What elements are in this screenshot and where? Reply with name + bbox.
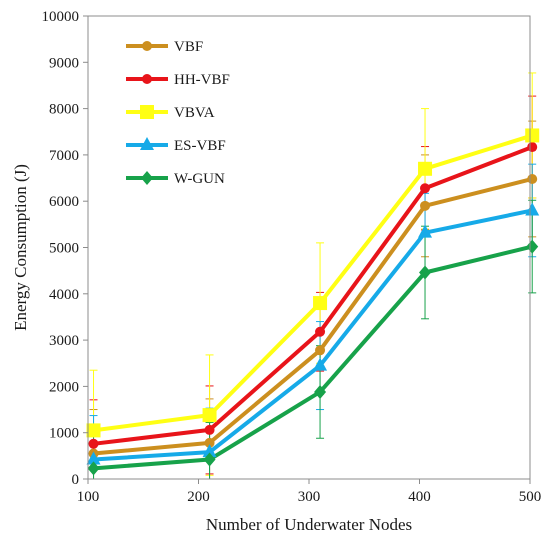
series-line-vbf: [93, 177, 533, 456]
legend-item-vbf: VBF: [126, 39, 203, 55]
data-point-vbva: [313, 296, 328, 311]
y-tick-label: 8000: [49, 102, 79, 118]
axes: [83, 15, 531, 484]
x-axis-title: Number of Underwater Nodes: [206, 515, 412, 534]
series-lines: [93, 133, 533, 471]
legend-label-es-vbf: ES-VBF: [174, 138, 226, 154]
data-point-es-vbf: [313, 357, 328, 371]
data-point-hh-vbf: [420, 183, 431, 194]
y-tick-label: 3000: [49, 333, 79, 349]
y-tick-label: 1000: [49, 426, 79, 442]
data-point-es-vbf: [202, 444, 217, 458]
y-tick-labels: 0 1000 2000 3000 4000 5000 6000 7000 8000 9000 100…: [42, 9, 80, 488]
legend: VBF HH-VBF VBVA ES-VBF W-GUN: [126, 39, 230, 187]
legend-item-w-gun: W-GUN: [126, 171, 225, 187]
legend-label-vbva: VBVA: [174, 105, 215, 121]
data-point-es-vbf: [86, 451, 101, 465]
y-axis-title: Energy Consumption (J): [11, 164, 30, 331]
data-point-vbf: [420, 200, 431, 211]
x-tick-label: 400: [408, 489, 431, 505]
data-point-vbva: [418, 161, 433, 176]
legend-label-hh-vbf: HH-VBF: [174, 72, 230, 88]
data-point-hh-vbf: [315, 326, 326, 337]
legend-marker-w-gun: [141, 171, 153, 185]
y-tick-label: 4000: [49, 287, 79, 303]
data-point-w-gun: [526, 239, 539, 254]
data-point-vbva: [86, 423, 101, 438]
data-point-vbf: [527, 173, 538, 184]
x-tick-label: 300: [298, 489, 321, 505]
legend-item-es-vbf: ES-VBF: [126, 137, 226, 154]
legend-item-vbva: VBVA: [126, 105, 215, 121]
data-point-w-gun: [87, 461, 100, 476]
legend-marker-es-vbf: [140, 137, 154, 150]
legend-marker-vbf: [142, 41, 152, 51]
data-point-vbva: [202, 408, 217, 423]
y-tick-label: 9000: [49, 55, 79, 71]
legend-item-hh-vbf: HH-VBF: [126, 72, 230, 88]
error-bars: [89, 72, 537, 480]
y-tick-label: 10000: [42, 9, 80, 25]
y-tick-label: 0: [72, 472, 80, 488]
x-tick-label: 100: [77, 489, 100, 505]
y-tick-label: 5000: [49, 241, 79, 257]
y-tick-label: 2000: [49, 379, 79, 395]
series-line-hh-vbf: [93, 145, 533, 446]
data-point-hh-vbf: [88, 438, 99, 449]
data-point-w-gun: [419, 265, 432, 280]
data-point-es-vbf: [525, 202, 540, 216]
legend-label-vbf: VBF: [174, 39, 203, 55]
data-point-vbva: [525, 128, 540, 143]
legend-marker-hh-vbf: [142, 74, 152, 84]
legend-marker-vbva: [140, 105, 154, 119]
x-tick-labels: 100 200 300 400 500: [77, 489, 542, 505]
data-point-vbf: [315, 345, 326, 356]
data-point-w-gun: [314, 384, 327, 399]
data-point-es-vbf: [418, 224, 433, 238]
data-point-hh-vbf: [204, 424, 215, 435]
x-tick-label: 500: [519, 489, 542, 505]
series-markers: [86, 128, 540, 476]
plot-frame: [87, 15, 531, 480]
y-tick-label: 7000: [49, 148, 79, 164]
data-point-vbf: [204, 437, 215, 448]
x-tick-label: 200: [187, 489, 210, 505]
y-tick-label: 6000: [49, 194, 79, 210]
legend-label-w-gun: W-GUN: [174, 171, 225, 187]
data-point-w-gun: [203, 452, 216, 467]
data-point-hh-vbf: [527, 142, 538, 153]
